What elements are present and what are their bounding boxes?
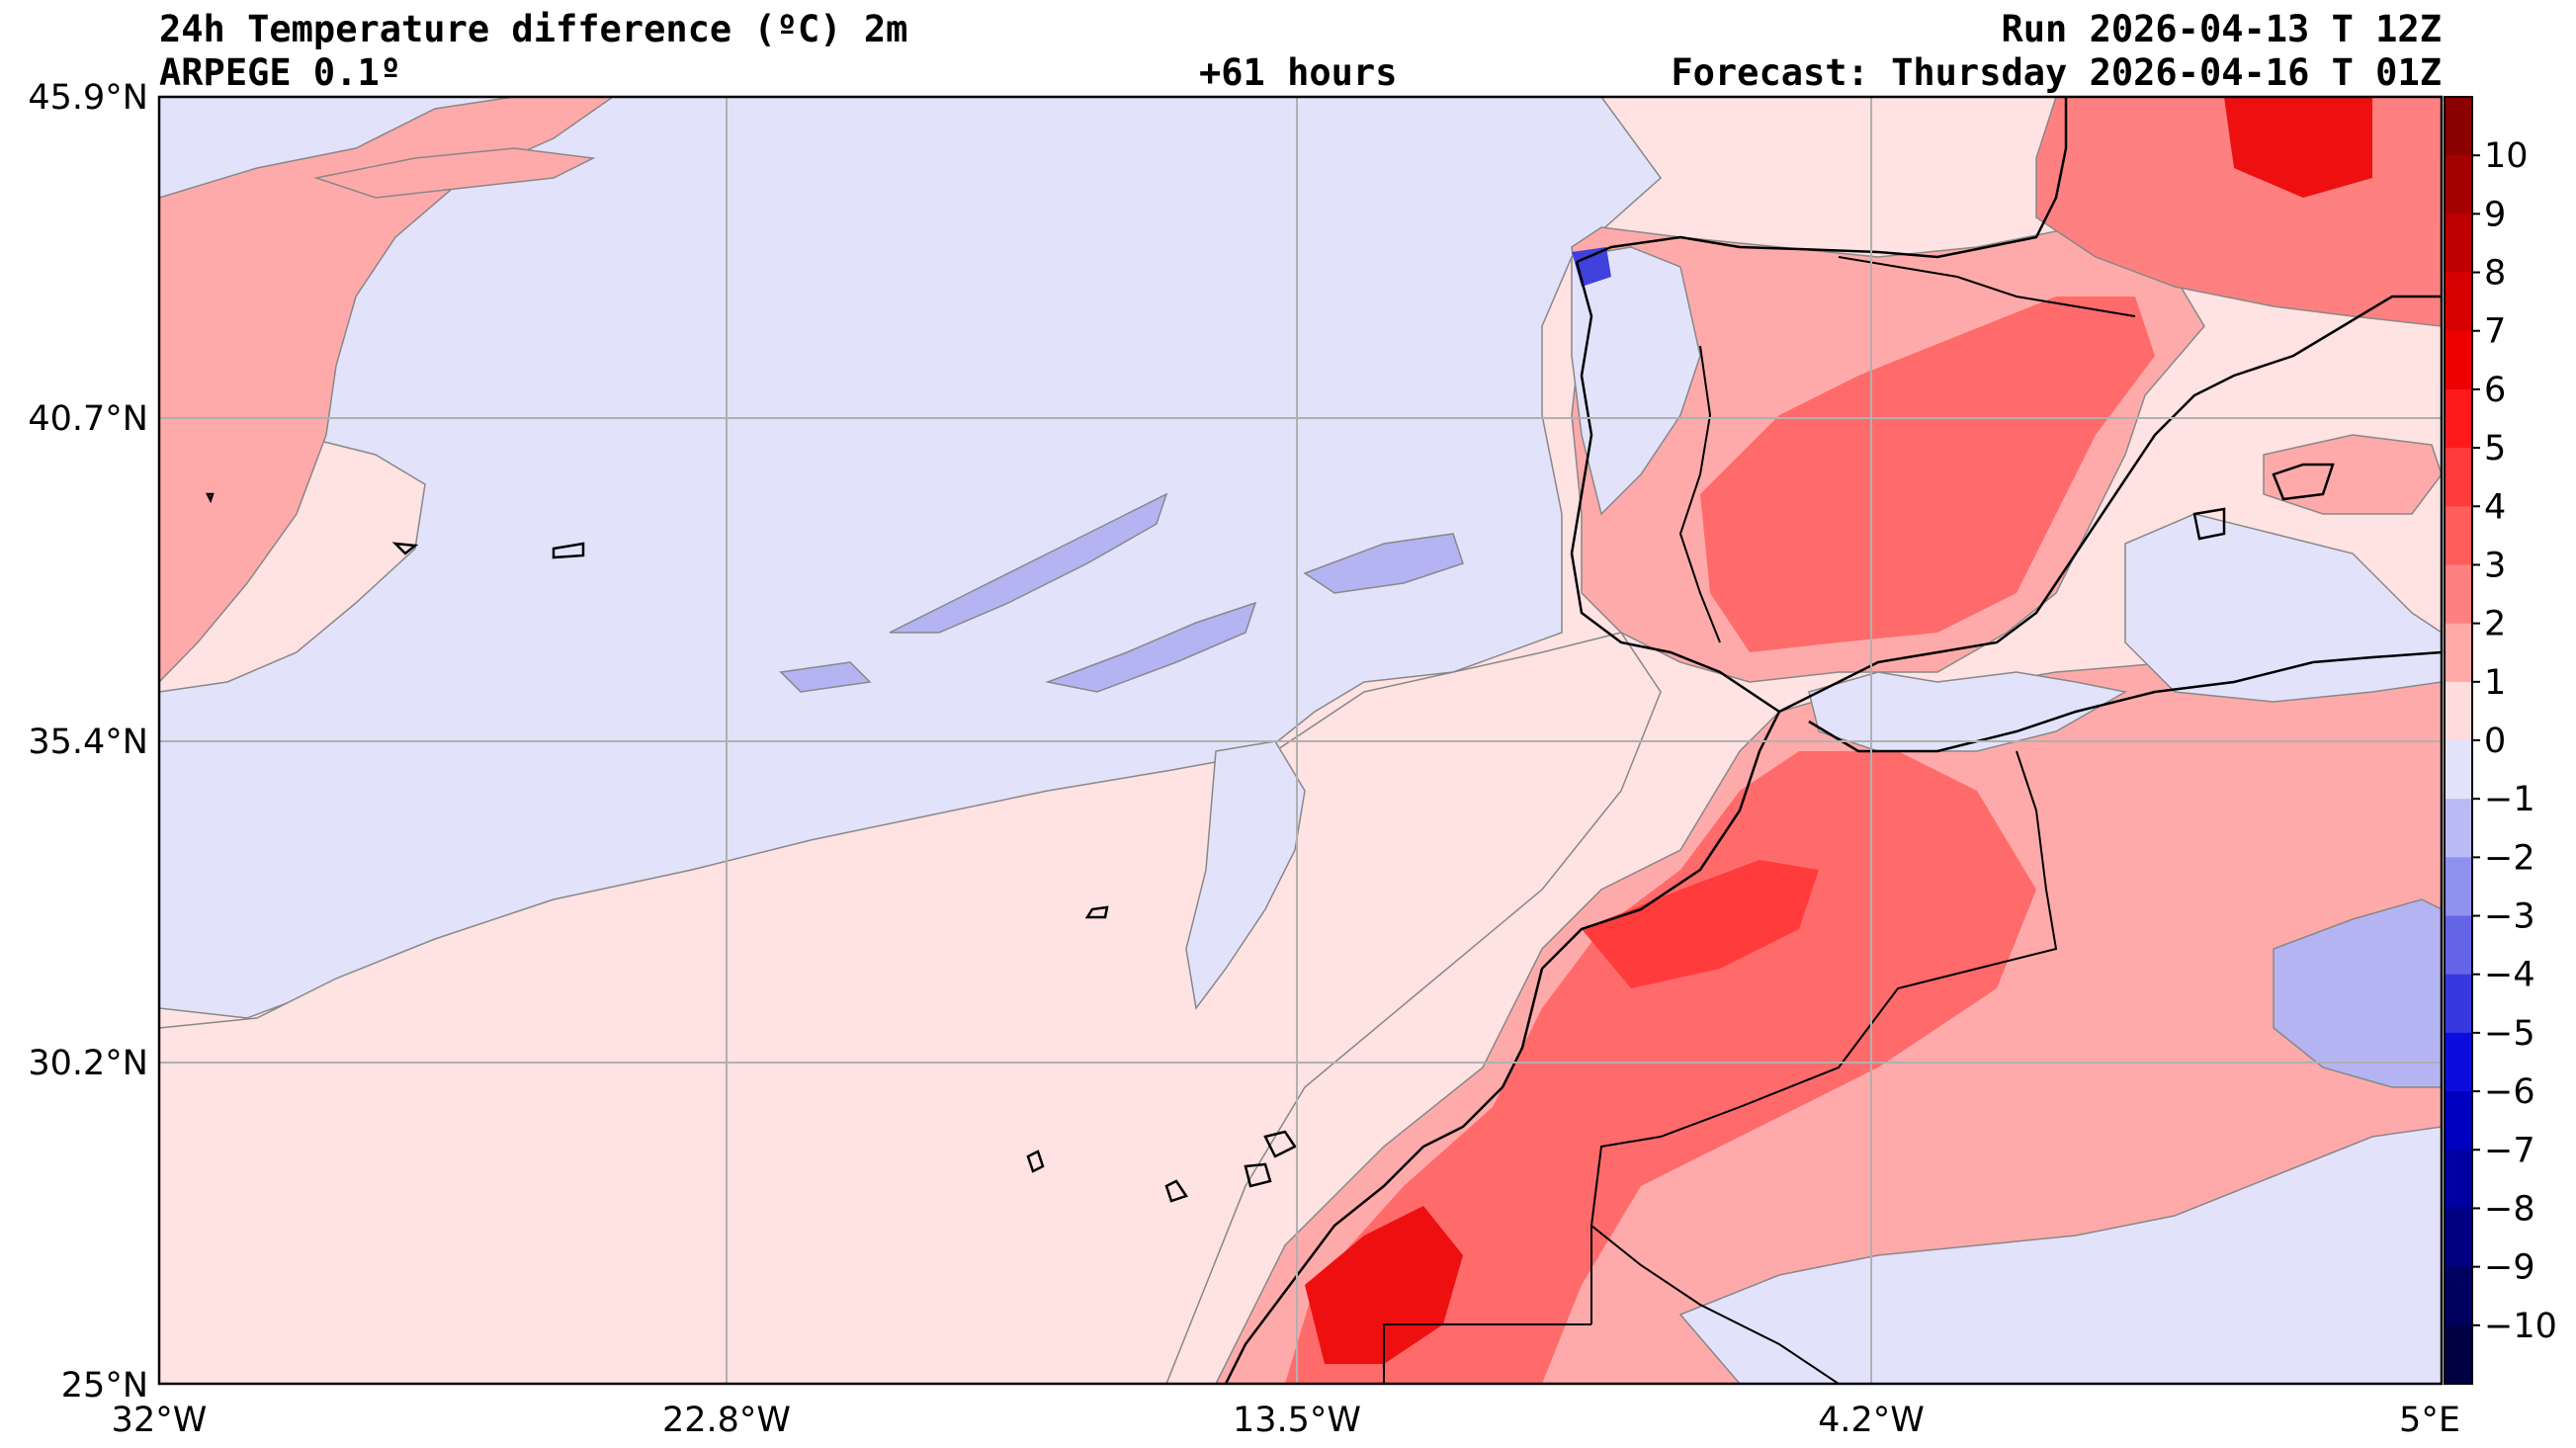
colorbar-tick-label: 2 <box>2484 605 2506 644</box>
colorbar-swatch <box>2445 1150 2472 1209</box>
colorbar-tick-label: −2 <box>2484 838 2535 878</box>
colorbar-swatch <box>2445 799 2472 858</box>
colorbar-swatch <box>2445 623 2472 683</box>
lat-label: 35.4°N <box>28 723 148 762</box>
colorbar-swatch <box>2445 564 2472 625</box>
lon-label: 32°W <box>112 1401 208 1440</box>
colorbar-swatch <box>2445 857 2472 917</box>
colorbar-tick-label: 0 <box>2484 722 2506 761</box>
colorbar-swatch <box>2445 1266 2472 1326</box>
colorbar-swatch <box>2445 974 2472 1034</box>
colorbar-tick-label: 6 <box>2484 371 2506 410</box>
france-hot-core <box>2224 97 2372 198</box>
colorbar-swatch <box>2445 915 2472 976</box>
colorbar-swatch <box>2445 155 2472 214</box>
colorbar-swatch <box>2445 272 2472 332</box>
longitude-axis: 32°W 22.8°W 13.5°W 4.2°W 5°E <box>112 1401 2460 1440</box>
latitude-axis: 45.9°N 40.7°N 35.4°N 30.2°N 25°N <box>28 78 148 1405</box>
alboran-sea-cool <box>1808 671 2128 752</box>
atlantic-blue-streak-1 <box>889 492 1168 634</box>
northern-warm-streak <box>313 147 596 199</box>
colorbar-swatch <box>2445 506 2472 565</box>
colorbar-tick-label: 9 <box>2484 195 2506 234</box>
colorbar-swatch <box>2445 740 2472 800</box>
colorbar-tick-label: −3 <box>2484 897 2535 937</box>
colorbar-swatch <box>2445 681 2472 741</box>
colorbar-swatch <box>2445 388 2472 449</box>
morocco-hot-region <box>1285 751 2036 1384</box>
colorbar-tick-label: 5 <box>2484 429 2506 468</box>
model-label: ARPEGE 0.1º <box>159 51 402 94</box>
lon-label: 22.8°W <box>662 1401 791 1440</box>
lon-label: 13.5°W <box>1233 1401 1361 1440</box>
map-area <box>159 97 2442 1384</box>
map-frame <box>157 95 2444 1386</box>
colorbar-swatch <box>2445 448 2472 507</box>
colorbar-tick-label: −6 <box>2484 1072 2535 1112</box>
run-label: Run 2026-04-13 T 12Z <box>2001 8 2442 50</box>
atlantic-blue-streak-3 <box>1045 601 1257 693</box>
colorbar-tick-label: −7 <box>2484 1131 2535 1170</box>
tyrrhenian-warm <box>2263 434 2442 515</box>
colorbar-tick-label: −1 <box>2484 780 2535 819</box>
graticule <box>159 97 2442 1384</box>
lat-label: 45.9°N <box>28 78 148 118</box>
coastlines <box>205 97 2442 1384</box>
iberia-hot-region <box>1700 297 2155 652</box>
atlantic-blue-streak-2 <box>1303 533 1464 594</box>
colorbar-swatch <box>2445 97 2472 156</box>
lat-label: 25°N <box>61 1366 148 1405</box>
balearic-sea-cool <box>2124 513 2442 703</box>
forecast-label: Forecast: Thursday 2026-04-16 T 01Z <box>1671 51 2442 94</box>
lead-time-label: +61 hours <box>1199 51 1398 94</box>
colorbar-tick-label: 3 <box>2484 546 2506 585</box>
colorbar-tick-label: −4 <box>2484 956 2535 995</box>
colorbar-tick-label: −10 <box>2484 1307 2557 1346</box>
colorbar-tick-label: 4 <box>2484 487 2506 527</box>
colorbar-tick-label: 1 <box>2484 663 2506 703</box>
colorbar-swatch <box>2445 1091 2472 1150</box>
map-title: 24h Temperature difference (ºC) 2m <box>159 8 908 50</box>
colorbar-tick-label: −5 <box>2484 1014 2535 1054</box>
country-borders <box>1383 256 2136 1384</box>
lon-label: 4.2°W <box>1818 1401 1925 1440</box>
atlantic-blue-streak-4 <box>779 661 872 693</box>
colorbar-swatch <box>2445 213 2472 274</box>
colorbar-tick-label: −8 <box>2484 1189 2535 1229</box>
colorbar-swatch <box>2445 1208 2472 1268</box>
colorbar-swatch <box>2445 1324 2472 1385</box>
colorbar-tick-label: 10 <box>2484 136 2529 176</box>
galicia-cool-region <box>1571 246 1701 516</box>
sahara-cool-patch <box>2273 898 2442 1088</box>
colorbar-swatch <box>2445 1032 2472 1092</box>
colorbar-tick-label: 7 <box>2484 312 2506 352</box>
colorbar-tick-label: 8 <box>2484 254 2506 294</box>
lat-label: 40.7°N <box>28 399 148 439</box>
colorbar-tick-label: −9 <box>2484 1248 2535 1288</box>
lat-label: 30.2°N <box>28 1044 148 1083</box>
lon-label: 5°E <box>2399 1401 2460 1440</box>
atlas-hot-patch <box>1582 860 1819 988</box>
canaries-cool-blob <box>1185 740 1306 1010</box>
nw-atlantic-warm-band <box>159 97 615 684</box>
colorbar-swatch <box>2445 330 2472 390</box>
